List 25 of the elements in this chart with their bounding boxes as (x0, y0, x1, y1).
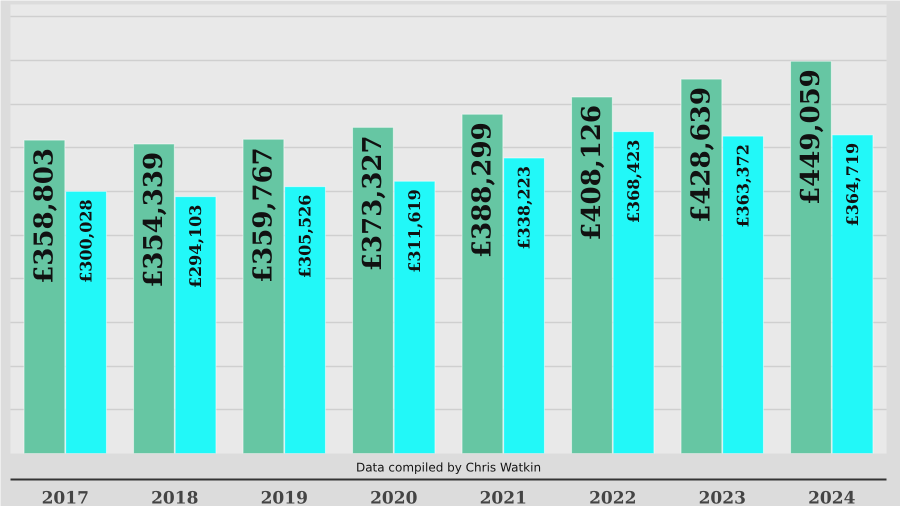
data-label: £388,299 (467, 122, 498, 258)
data-label: £305,526 (296, 194, 315, 278)
x-tick-label: 2024 (808, 488, 856, 506)
x-tick-label: 2017 (42, 488, 89, 506)
data-label: £359,767 (248, 147, 278, 283)
data-label: £428,639 (686, 87, 716, 223)
data-label: £364,719 (843, 142, 862, 226)
data-label: £408,126 (576, 104, 607, 241)
x-tick-label: 2019 (260, 488, 308, 506)
x-tick-label: 2021 (480, 488, 527, 506)
data-label: £300,028 (76, 199, 96, 283)
data-label: £368,423 (624, 140, 644, 224)
x-tick-label: 2023 (698, 488, 746, 506)
data-label: £354,339 (138, 152, 169, 288)
data-label: £373,327 (358, 135, 388, 272)
data-label: £358,803 (29, 148, 60, 284)
x-tick-label: 2022 (589, 488, 636, 506)
data-label: £338,223 (514, 166, 534, 250)
x-tick-label: 2018 (151, 488, 198, 506)
data-label: £449,059 (796, 69, 826, 205)
x-tick-label: 2020 (370, 488, 418, 506)
data-label: £363,372 (734, 144, 753, 228)
data-label: £294,103 (186, 204, 206, 288)
text: Data compiled by Chris Watkin (356, 460, 542, 474)
data-label: £311,619 (405, 189, 424, 273)
